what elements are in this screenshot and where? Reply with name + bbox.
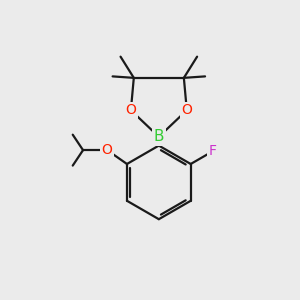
Text: O: O <box>125 103 136 117</box>
Text: F: F <box>208 145 216 158</box>
Text: O: O <box>182 103 192 117</box>
Text: O: O <box>102 143 112 157</box>
Text: B: B <box>154 129 164 144</box>
